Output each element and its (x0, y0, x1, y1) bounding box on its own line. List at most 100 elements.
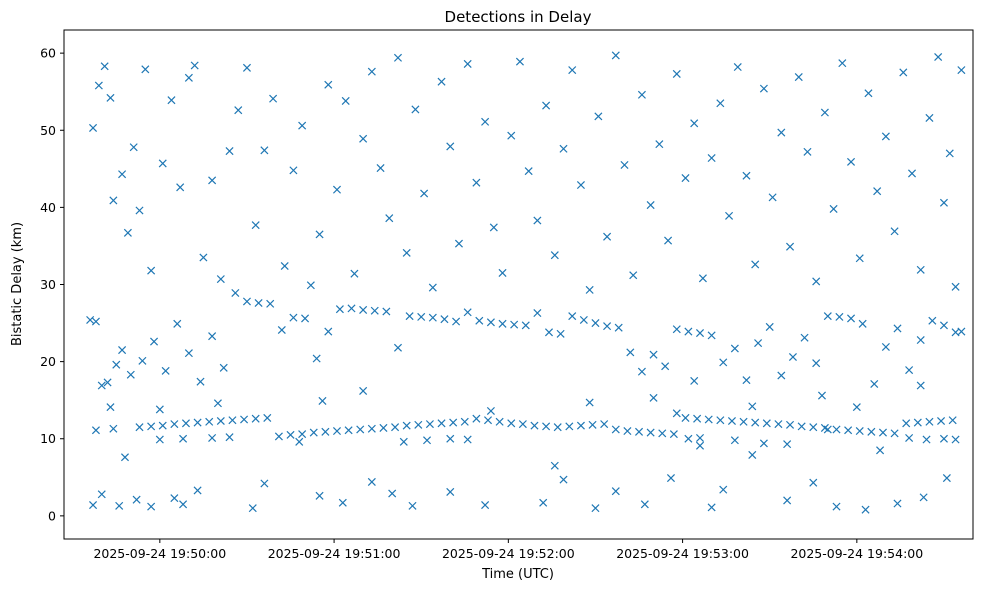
data-point (260, 146, 269, 155)
data-point (832, 425, 841, 434)
data-point (661, 362, 670, 371)
data-point (173, 319, 182, 328)
data-point (797, 422, 806, 431)
data-point (937, 416, 946, 426)
data-point (948, 416, 957, 425)
data-point (521, 321, 530, 330)
data-point (611, 487, 620, 496)
y-tick-label: 20 (40, 354, 56, 369)
data-point (719, 485, 728, 494)
data-point (228, 416, 237, 425)
data-point (919, 493, 928, 502)
data-point (588, 420, 597, 429)
data-point (234, 106, 243, 115)
data-point (422, 436, 432, 445)
data-point (274, 432, 283, 441)
data-point (138, 356, 147, 365)
data-point (786, 242, 795, 251)
data-point (420, 189, 429, 198)
data-point (864, 89, 873, 98)
data-point (452, 317, 461, 326)
data-point (263, 413, 272, 422)
data-point (585, 398, 594, 407)
data-point (312, 354, 321, 363)
data-point (681, 413, 690, 422)
data-point (193, 418, 202, 427)
data-point (672, 325, 681, 334)
data-point (690, 376, 699, 385)
data-point (556, 329, 565, 338)
data-point (280, 261, 289, 271)
data-point (428, 313, 437, 322)
data-point (414, 420, 423, 429)
data-point (486, 318, 495, 327)
data-point (507, 131, 516, 140)
data-point (483, 416, 493, 425)
data-point (350, 269, 359, 278)
data-point (626, 348, 635, 357)
data-point (730, 436, 739, 445)
data-point (184, 73, 193, 82)
data-point (620, 160, 629, 169)
data-point (89, 501, 98, 510)
data-point (216, 275, 225, 284)
data-point (498, 319, 507, 328)
data-point (939, 434, 948, 443)
data-point (301, 314, 310, 323)
data-point (318, 396, 327, 405)
data-point (135, 206, 144, 215)
data-point (742, 376, 751, 385)
data-point (568, 312, 577, 321)
data-point (251, 221, 260, 230)
data-point (751, 260, 760, 269)
data-point (623, 427, 632, 436)
data-point (852, 403, 861, 412)
data-point (881, 342, 890, 351)
data-point (208, 332, 217, 341)
data-point (655, 140, 664, 149)
data-point (248, 504, 257, 513)
data-point (141, 65, 150, 74)
data-point (199, 253, 208, 262)
data-point (367, 424, 376, 433)
data-markers (86, 51, 966, 514)
data-point (338, 498, 347, 507)
data-point (411, 105, 420, 114)
data-point (881, 132, 890, 141)
data-point (170, 494, 179, 503)
data-point (393, 53, 403, 62)
data-point (208, 176, 217, 185)
data-point (196, 377, 205, 386)
data-point (905, 366, 914, 375)
data-point (97, 490, 106, 499)
data-point (899, 68, 908, 77)
data-point (817, 391, 827, 400)
data-point (118, 346, 127, 355)
data-point (878, 428, 887, 437)
data-point (847, 314, 856, 323)
data-point (754, 339, 763, 348)
data-point (925, 417, 934, 426)
data-point (530, 421, 539, 430)
data-point (399, 437, 408, 446)
data-point (507, 419, 516, 428)
data-point (928, 316, 937, 325)
data-point (382, 307, 391, 316)
data-point (591, 319, 600, 328)
data-point (559, 475, 568, 484)
data-point (664, 236, 673, 245)
data-point (870, 379, 879, 389)
data-point (472, 178, 481, 187)
data-point (208, 433, 217, 442)
data-point (695, 441, 705, 450)
data-point (812, 277, 821, 286)
data-point (568, 66, 577, 75)
data-point (913, 418, 922, 427)
data-point (585, 285, 594, 294)
data-point (594, 112, 603, 121)
data-point (405, 312, 414, 321)
data-point (277, 325, 286, 335)
y-tick-label: 40 (40, 200, 56, 215)
data-point (446, 434, 455, 443)
data-point (751, 418, 760, 427)
